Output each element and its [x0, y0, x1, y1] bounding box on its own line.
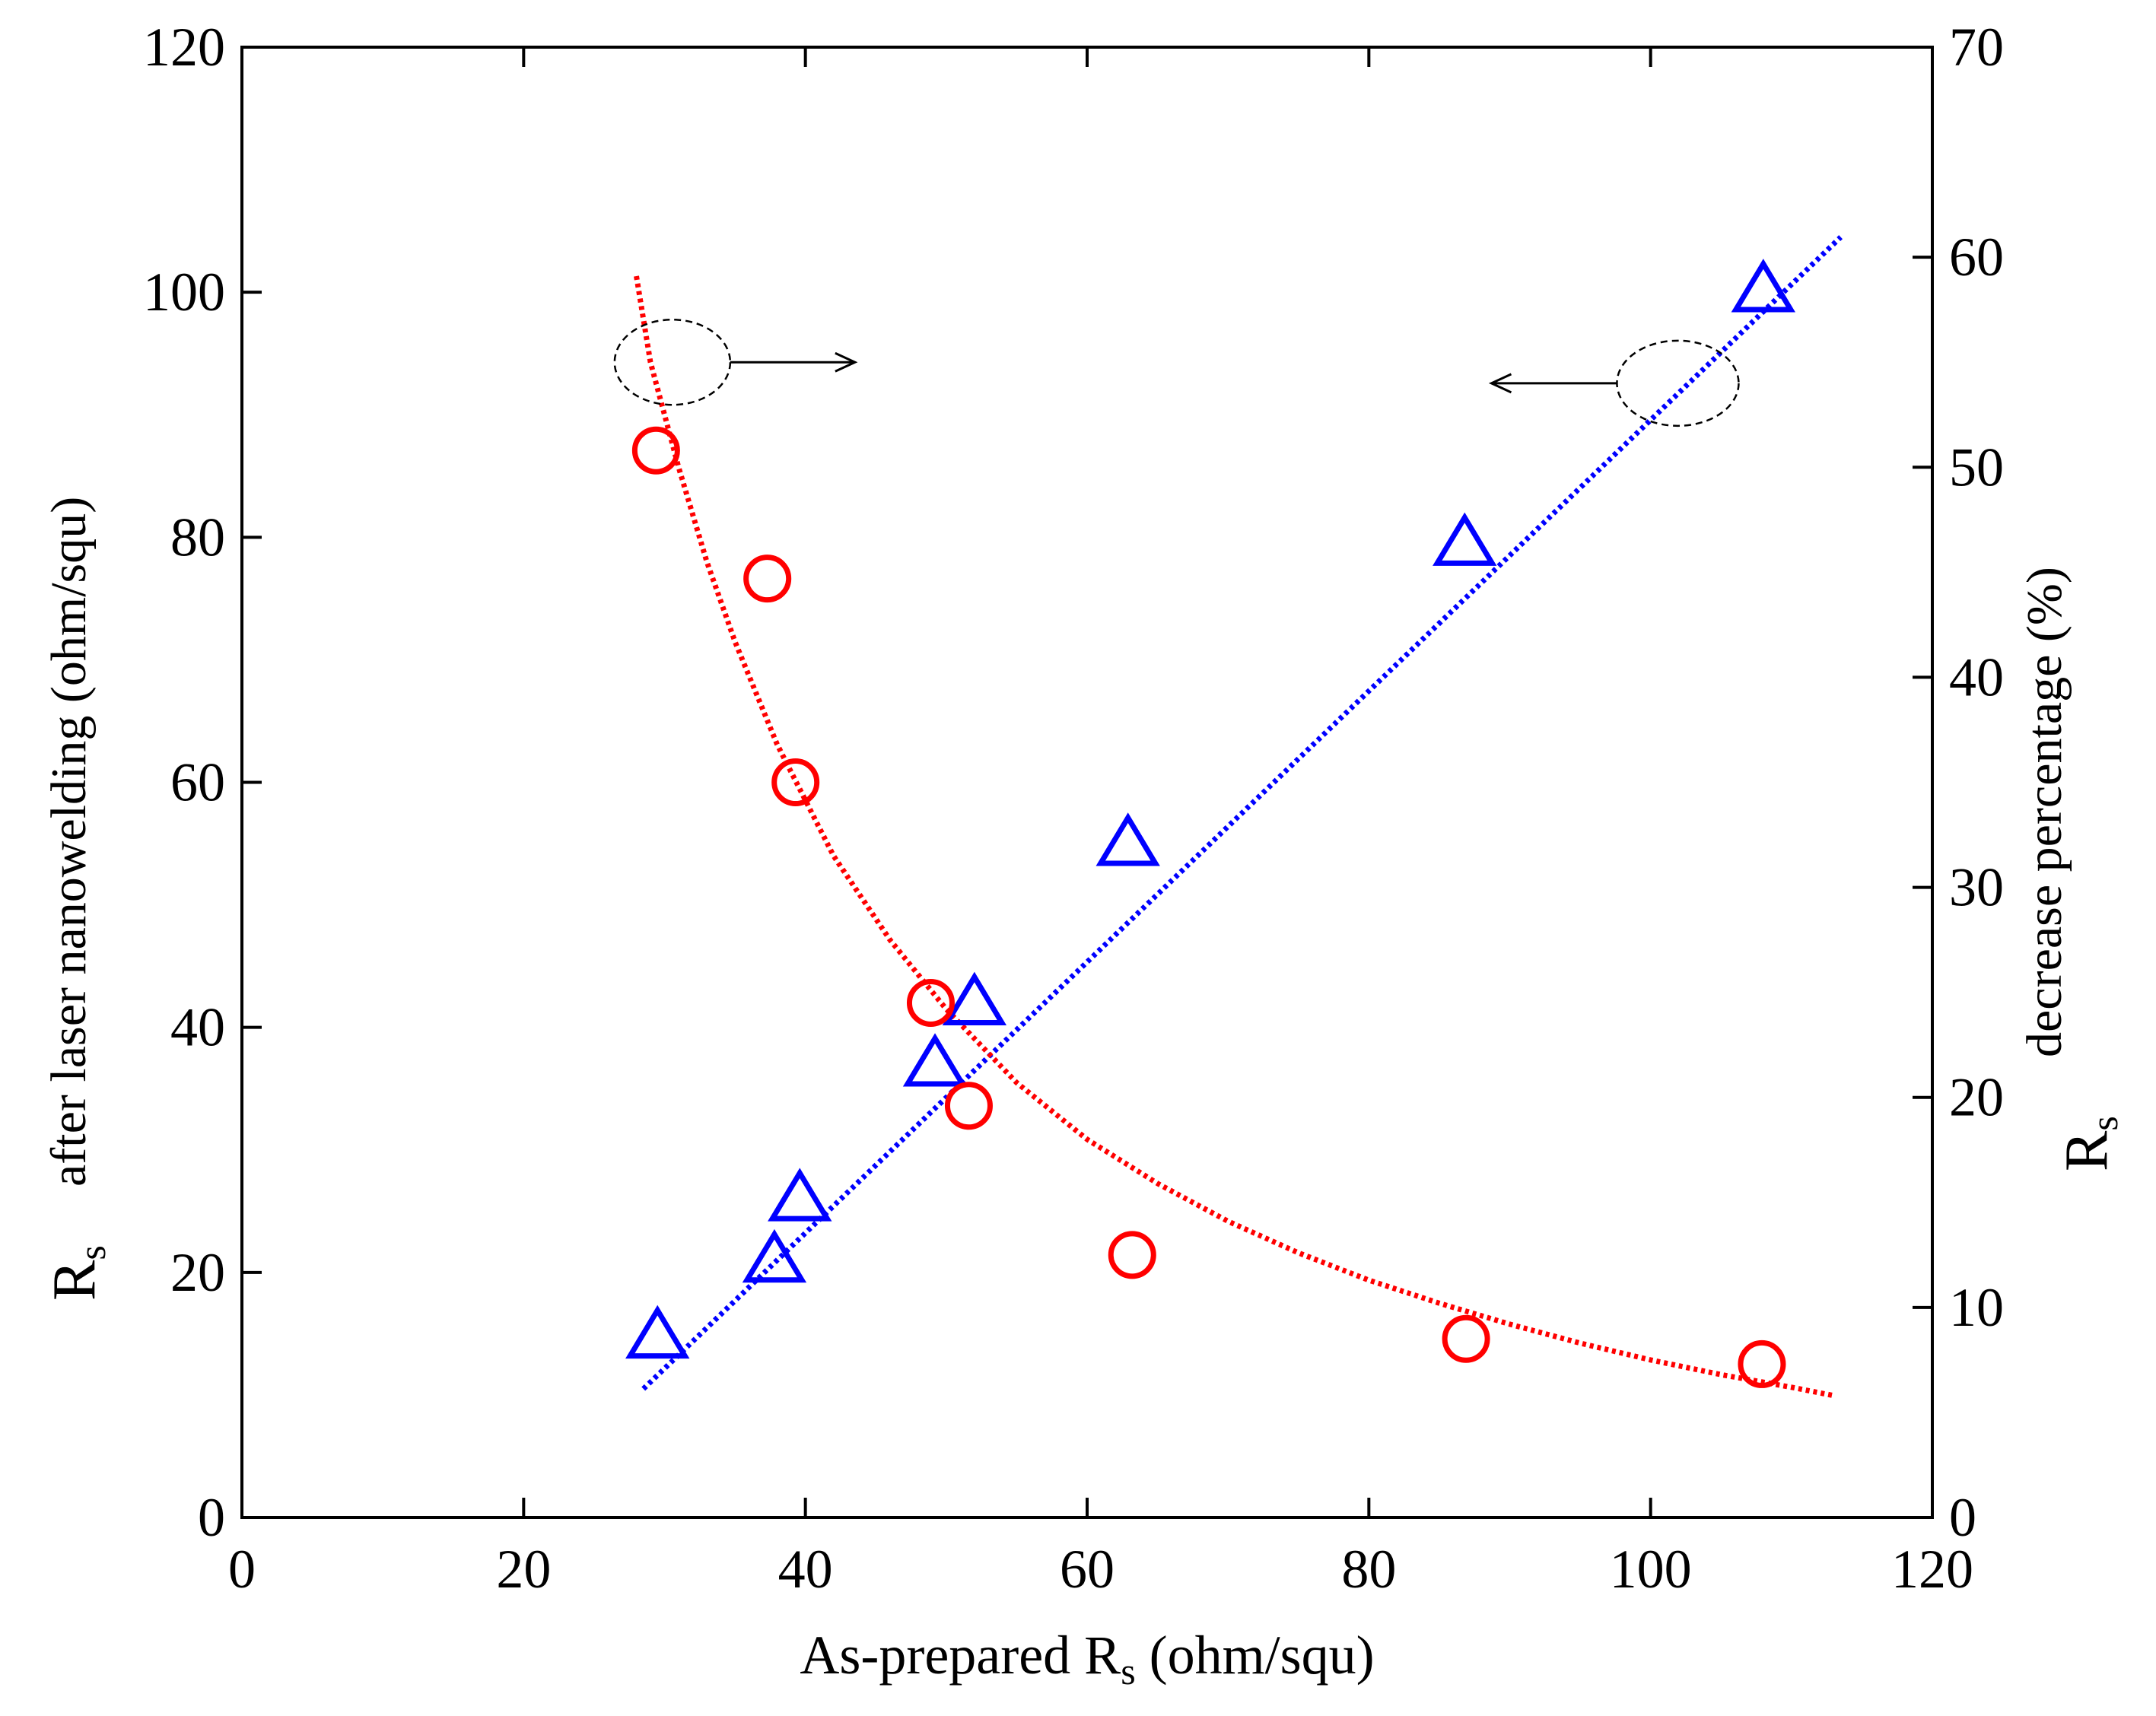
circle-point	[631, 426, 680, 475]
circle-point	[1738, 1339, 1786, 1388]
y-left-tick-label: 100	[143, 262, 225, 323]
data-markers	[625, 259, 1795, 1388]
circle-point	[771, 758, 820, 806]
x-tick-label: 0	[228, 1539, 256, 1600]
x-tick-label: 20	[496, 1539, 551, 1600]
y-right-tick-label: 60	[1949, 227, 2004, 288]
circle-point	[743, 555, 792, 603]
x-tick-label: 120	[1891, 1539, 1973, 1600]
fit-line	[641, 235, 1843, 1391]
plot-frame	[240, 46, 1934, 1519]
triangle-point	[1433, 512, 1497, 566]
x-tick-label: 80	[1341, 1539, 1396, 1600]
y-right-tick-label: 40	[1949, 647, 2004, 707]
circle-point	[944, 1082, 993, 1130]
y-right-tick-label: 50	[1949, 437, 2004, 497]
annotations	[613, 318, 1740, 427]
circle-point	[1108, 1231, 1156, 1279]
triangle-point	[902, 1033, 968, 1087]
x-axis-title: As-prepared Rs (ohm/squ)	[800, 1625, 1374, 1692]
y-right-axis-title-suffix: decrease percentage (%)	[2017, 567, 2072, 1057]
y-left-tick-label: 120	[143, 17, 225, 78]
y-left-axis-title: Rs	[41, 1245, 113, 1301]
y-left-tick-label: 80	[170, 507, 225, 567]
callout-arrowhead	[1488, 373, 1512, 394]
triangle-point	[1095, 812, 1160, 866]
triangle-point	[942, 971, 1007, 1025]
y-right-axis-title: Rs	[2053, 1116, 2126, 1171]
triangle-point	[625, 1304, 690, 1359]
triangle-point	[1731, 259, 1795, 313]
y-right-tick-label: 10	[1949, 1277, 2004, 1338]
circle-point	[1442, 1314, 1490, 1363]
triangle-point	[742, 1228, 807, 1283]
y-left-tick-label: 20	[170, 1242, 225, 1303]
y-right-tick-label: 30	[1949, 857, 2004, 918]
fit-lines	[634, 235, 1843, 1399]
triangle-point	[768, 1168, 832, 1222]
y-right-tick-label: 0	[1949, 1487, 1976, 1548]
x-tick-label: 60	[1060, 1539, 1115, 1600]
callout-arrowhead	[835, 351, 858, 373]
y-left-tick-label: 60	[170, 752, 225, 813]
callout-ellipse	[613, 318, 732, 406]
x-tick-label: 100	[1610, 1539, 1692, 1600]
axis-ticks	[240, 46, 1934, 1519]
x-tick-label: 40	[778, 1539, 833, 1600]
callout-ellipse	[1616, 339, 1740, 427]
tick-labels: 0 20 40 60 80 100 1200204060801001200102030405…	[143, 17, 2004, 1600]
fit-line	[634, 275, 1835, 1399]
y-left-tick-label: 0	[198, 1487, 225, 1548]
y-left-axis-title-suffix: after laser nanowelding (ohm/squ)	[41, 497, 97, 1187]
y-right-tick-label: 70	[1949, 17, 2004, 78]
circle-point	[906, 978, 955, 1027]
y-left-tick-label: 40	[170, 997, 225, 1058]
y-right-tick-label: 20	[1949, 1067, 2004, 1128]
